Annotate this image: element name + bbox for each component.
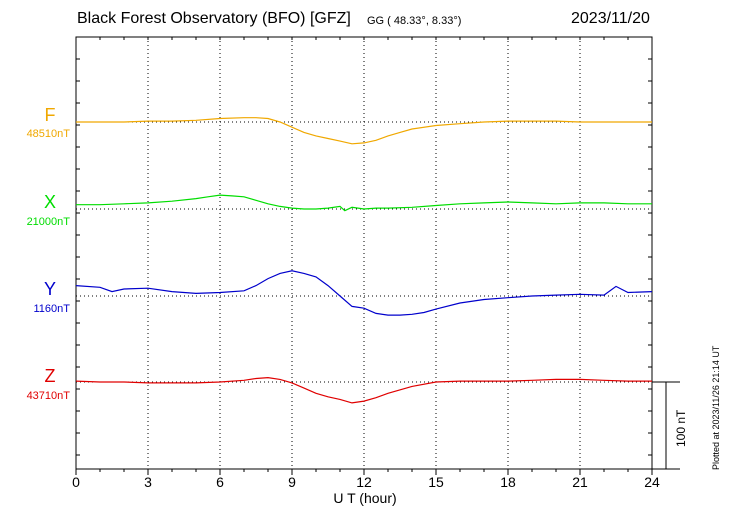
series-name-z: Z [44, 366, 56, 386]
series-line-x [76, 194, 652, 212]
x-tick-label: 0 [72, 474, 80, 490]
station-coordinates: GG ( 48.33°, 8.33°) [367, 15, 462, 27]
x-axis-label: U T (hour) [333, 490, 397, 506]
x-tick-label: 18 [500, 474, 516, 490]
page-title: Black Forest Observatory (BFO) [GFZ] [77, 10, 351, 27]
x-tick-label: 21 [572, 474, 588, 490]
series-baseline-x: 21000nT [26, 216, 70, 228]
series-name-f: F [44, 105, 56, 125]
series-baseline-y: 1160nT [33, 303, 71, 315]
plotted-timestamp: Plotted at 2023/11/26 21:14 UT [711, 345, 721, 470]
x-tick-label: 3 [144, 474, 152, 490]
scale-bar-label: 100 nT [674, 409, 688, 447]
plot-date: 2023/11/20 [571, 10, 650, 27]
x-tick-label: 6 [216, 474, 224, 490]
x-tick-label: 12 [356, 474, 372, 490]
series-line-y [75, 270, 653, 316]
x-tick-label: 15 [428, 474, 444, 490]
series-name-x: X [43, 192, 56, 212]
series-name-y: Y [43, 279, 56, 299]
x-tick-label: 9 [288, 474, 296, 490]
series-line-z [75, 376, 652, 404]
series-line-f [76, 117, 652, 145]
series-baseline-f: 48510nT [26, 128, 70, 140]
x-tick-label: 24 [644, 474, 660, 490]
series-baseline-z: 43710nT [26, 390, 70, 402]
